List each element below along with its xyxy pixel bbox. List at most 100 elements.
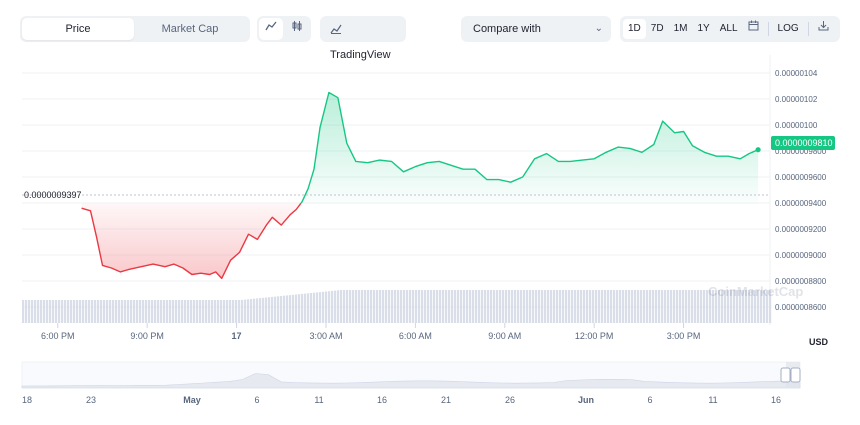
tab-market-cap[interactable]: Market Cap xyxy=(161,23,219,35)
volume-bar xyxy=(253,298,256,323)
volume-bar xyxy=(196,300,199,323)
tradingview-icon xyxy=(330,24,342,35)
volume-bar xyxy=(151,300,154,323)
volume-bar xyxy=(646,290,649,323)
range-all[interactable]: ALL xyxy=(719,23,738,34)
volume-bar xyxy=(388,290,391,323)
compare-dropdown[interactable]: Compare with ⌄ xyxy=(461,16,611,42)
x-tick-label: 3:00 AM xyxy=(309,331,342,341)
calendar-icon[interactable] xyxy=(743,19,764,39)
x-tick-label: 3:00 PM xyxy=(667,331,701,341)
navigator-tick-label: 18 xyxy=(22,395,32,405)
volume-bar xyxy=(439,290,442,323)
download-icon[interactable] xyxy=(813,19,834,39)
volume-bar xyxy=(49,300,52,323)
volume-bar xyxy=(355,290,358,323)
navigator-handle[interactable] xyxy=(780,367,791,383)
volume-bar xyxy=(130,300,133,323)
volume-bar xyxy=(760,290,763,323)
volume-bar xyxy=(562,290,565,323)
volume-bar xyxy=(313,292,316,323)
volume-bar xyxy=(574,290,577,323)
volume-bar xyxy=(199,300,202,323)
volume-bar xyxy=(346,290,349,323)
tab-price[interactable]: Price xyxy=(22,18,134,40)
volume-bar xyxy=(688,290,691,323)
tradingview-button[interactable]: TradingView xyxy=(320,16,406,61)
volume-bar xyxy=(367,290,370,323)
volume-bar xyxy=(22,300,25,323)
volume-bar xyxy=(496,290,499,323)
candlestick-icon[interactable] xyxy=(285,18,309,40)
volume-bar xyxy=(550,290,553,323)
line-chart-icon[interactable] xyxy=(259,18,283,40)
volume-bar xyxy=(463,290,466,323)
volume-bar xyxy=(706,290,709,323)
volume-bar xyxy=(250,299,253,323)
y-tick-label: 0.0000009200 xyxy=(775,225,827,234)
navigator[interactable] xyxy=(21,361,801,389)
volume-bar xyxy=(547,290,550,323)
volume-bar xyxy=(232,300,235,323)
volume-bar xyxy=(178,300,181,323)
volume-bar xyxy=(637,290,640,323)
volume-bar xyxy=(307,293,310,323)
volume-bar xyxy=(316,292,319,323)
price-line xyxy=(81,91,761,280)
navigator-tick-label: 6 xyxy=(254,395,259,405)
volume-bar xyxy=(493,290,496,323)
volume-bar xyxy=(382,290,385,323)
range-1y[interactable]: 1Y xyxy=(697,23,710,34)
navigator-handle[interactable] xyxy=(790,367,801,383)
y-tick-label: 0.00000104 xyxy=(775,69,818,78)
volume-bar xyxy=(244,299,247,323)
volume-bar xyxy=(718,290,721,323)
volume-bar xyxy=(364,290,367,323)
volume-bar xyxy=(631,290,634,323)
volume-bar xyxy=(394,290,397,323)
volume-bar xyxy=(328,291,331,323)
volume-bar xyxy=(136,300,139,323)
volume-bar xyxy=(304,293,307,323)
volume-bar xyxy=(238,300,241,323)
volume-bar xyxy=(241,299,244,323)
chart-style-switch xyxy=(257,16,311,42)
volume-bar xyxy=(298,294,301,323)
volume-bar xyxy=(520,290,523,323)
volume-bar xyxy=(499,290,502,323)
volume-bar xyxy=(523,290,526,323)
navigator-axis: 18 23 May 6 11 16 21 26 Jun 6 11 16 xyxy=(22,395,781,405)
volume-bar xyxy=(418,290,421,323)
volume-bar xyxy=(46,300,49,323)
volume-bar xyxy=(352,290,355,323)
volume-bar xyxy=(553,290,556,323)
range-1m[interactable]: 1M xyxy=(673,23,688,34)
volume-bar xyxy=(640,290,643,323)
volume-bar xyxy=(286,295,289,323)
log-toggle[interactable]: LOG xyxy=(777,23,799,34)
volume-bar xyxy=(34,300,37,323)
volume-bar xyxy=(337,290,340,323)
volume-bar xyxy=(400,290,403,323)
volume-bar xyxy=(514,290,517,323)
volume-bar xyxy=(310,293,313,323)
volume-bar xyxy=(271,296,274,323)
volume-bar xyxy=(472,290,475,323)
volume-bar xyxy=(265,297,268,323)
volume-bar xyxy=(55,300,58,323)
price-line-down xyxy=(81,202,302,280)
navigator-tick-label: May xyxy=(183,395,201,405)
range-1d[interactable]: 1D xyxy=(623,19,646,39)
range-7d[interactable]: 7D xyxy=(650,23,664,34)
volume-bar xyxy=(247,299,250,323)
x-tick-label: 9:00 AM xyxy=(488,331,521,341)
volume-bar xyxy=(559,290,562,323)
volume-bar xyxy=(589,290,592,323)
volume-bar xyxy=(481,290,484,323)
volume-bar xyxy=(370,290,373,323)
current-price-label: 0.0000009810 xyxy=(775,138,833,148)
navigator-tick-label: 16 xyxy=(377,395,387,405)
volume-bar xyxy=(28,300,31,323)
volume-bar xyxy=(82,300,85,323)
